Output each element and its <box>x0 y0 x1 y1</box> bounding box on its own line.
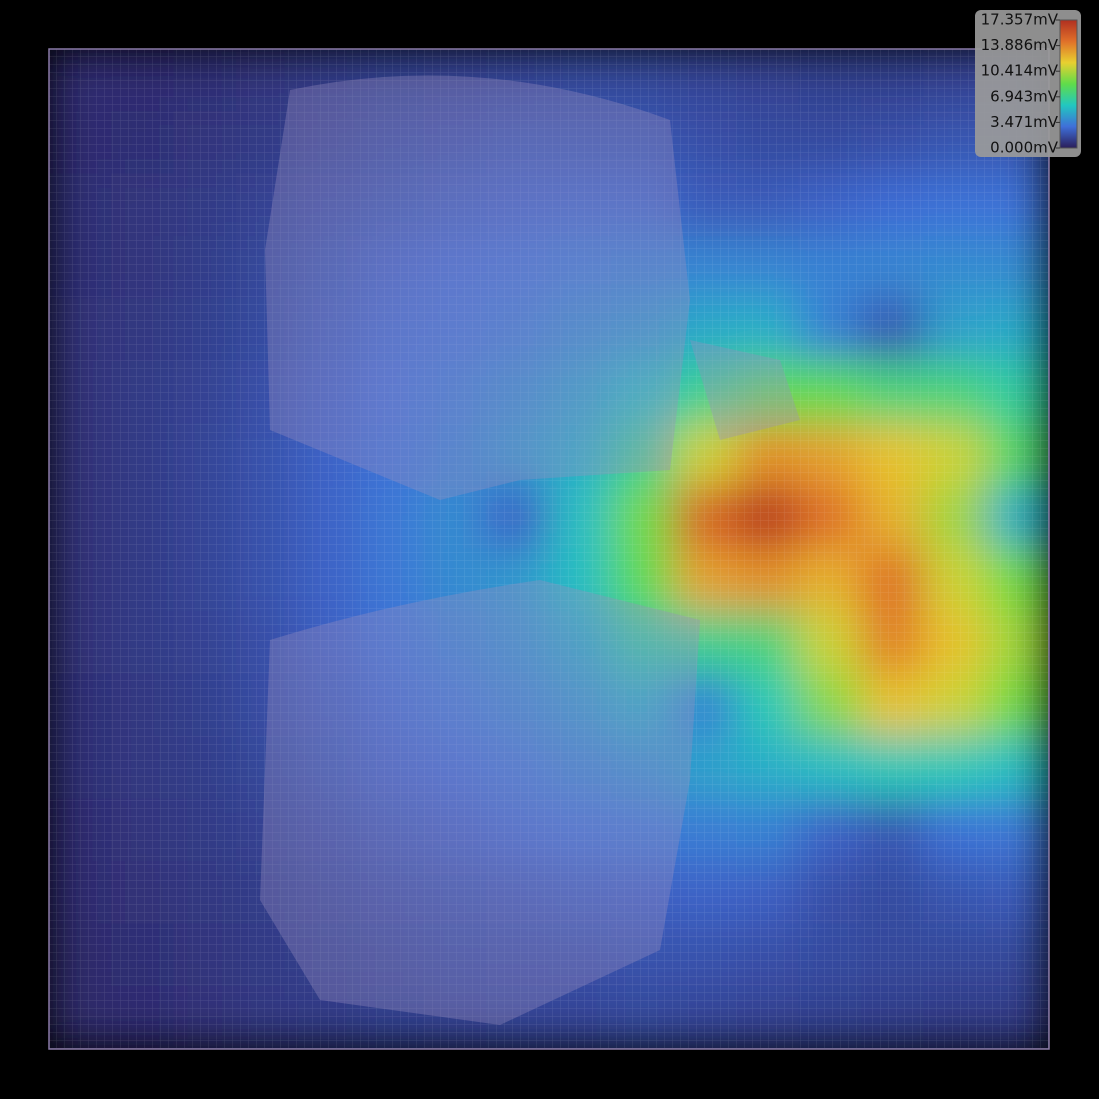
legend-box <box>975 10 1081 157</box>
colorbar-label: 3.471mV <box>990 113 1059 131</box>
colorbar-label: 10.414mV <box>981 62 1059 80</box>
cell-blocks <box>260 75 800 1025</box>
colorbar <box>1059 19 1078 149</box>
colorbar-label: 13.886mV <box>981 36 1059 54</box>
colorbar-label: 17.357mV <box>981 11 1059 29</box>
die-border <box>48 48 1050 1050</box>
colorbar-label: 0.000mV <box>990 139 1059 157</box>
power-grid-mesh <box>49 49 1049 1049</box>
colorbar-label: 6.943mV <box>990 87 1059 105</box>
